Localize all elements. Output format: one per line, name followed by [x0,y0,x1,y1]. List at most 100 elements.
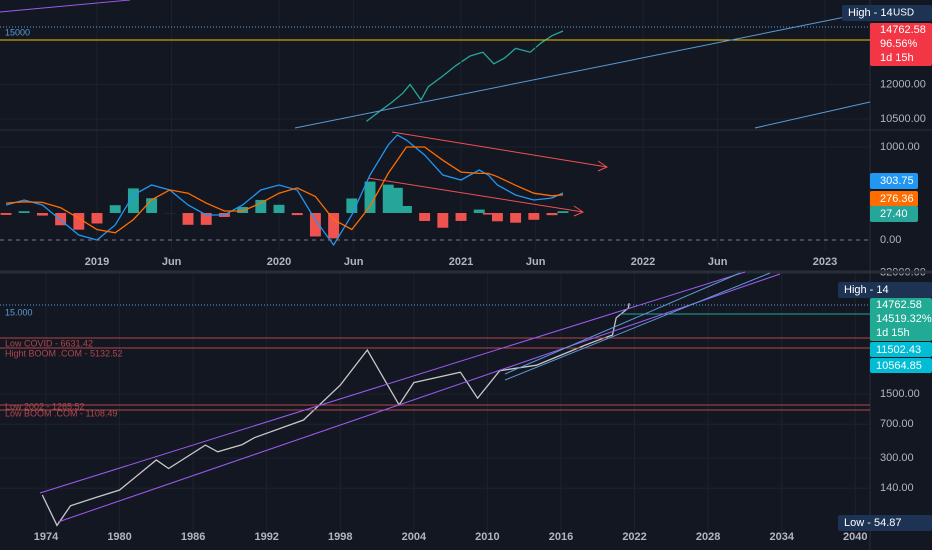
level-label: Low BOOM .COM - 1108.49 [5,408,117,418]
x-tick-label: Jun [708,256,728,268]
price-tags: High - 14 USD 14762.58 96.56% 1d 15h 303… [838,5,932,531]
x-tick-label: 2022 [631,256,655,268]
high-tag: High - 14 [844,284,889,296]
level-label: 15000 [5,27,30,37]
histogram-bar [291,212,303,216]
timer-tag: 1d 15h [876,327,910,339]
histogram-bar [400,205,412,213]
histogram-bar [18,211,30,213]
tag-box [870,342,932,357]
timer-tag: 1d 15h [880,52,914,64]
histogram-bar [510,212,522,223]
histogram-bar [546,212,558,216]
high-tag: High - 14 [848,7,893,19]
arrow-head [573,205,585,217]
histogram-bar [0,212,12,215]
histogram-bar [127,188,139,213]
trend-arrow [391,131,608,168]
x-tick-label: 2020 [267,256,291,268]
tag-box [870,206,918,222]
histogram-bar [419,212,431,221]
histogram-bar [309,212,321,237]
x-tick-label: 2010 [475,531,499,543]
x-tick-label: 1980 [107,531,131,543]
histogram-bar [273,204,285,213]
price-line [366,30,564,122]
histogram-bar [455,212,467,221]
tag-box [870,298,932,341]
price-line [5,134,564,247]
histogram-bar [237,206,249,213]
histogram-bar [364,181,376,213]
signal-tag: 276.36 [880,193,914,205]
histogram-bar [91,212,103,224]
x-tick-label: 1992 [254,531,278,543]
x-tick-label: 2016 [549,531,573,543]
low-tag: Low - 54.87 [844,517,901,529]
histogram-bar [36,212,48,216]
y-tick-label: 10500.00 [880,113,926,125]
y-tick-label: 12000.00 [880,78,926,90]
x-tick-label: 1998 [328,531,352,543]
tag-box [870,23,932,66]
y-tick-label: 0.00 [880,234,901,246]
histogram-bar [346,198,358,213]
histogram-bar [146,198,158,213]
y-tick-label: 140.00 [880,482,914,494]
x-tick-label: 2019 [85,256,109,268]
level-label: Low 2002 - 1265.52 [5,401,85,411]
x-tick-label: 2028 [696,531,720,543]
histogram-bar [557,211,569,213]
histogram-bar [437,212,449,228]
level-label: 15.000 [5,307,33,317]
histogram-bar [328,212,340,239]
channel-line [504,272,741,375]
histogram-bar [200,212,212,225]
tag-box [870,191,918,207]
histogram-bar [73,212,85,230]
histogram-bar [382,184,394,213]
histogram-bar [391,187,403,213]
change-tag: 14519.32% [876,313,932,325]
tag-box [870,358,932,373]
level-tag: 11502.43 [876,344,921,356]
histogram-bar [55,212,67,226]
histogram-tag: 27.40 [880,208,908,220]
x-tick-label: 1986 [181,531,205,543]
tag-box [870,173,918,189]
macd-tag: 303.75 [880,175,914,187]
x-tick-label: Jun [162,256,182,268]
tag-box [838,282,932,298]
x-tick-label: 2021 [449,256,473,268]
x-tick-label: Jun [526,256,546,268]
x-tick-label: 2034 [769,531,794,543]
x-tick-label: 1974 [34,531,59,543]
histogram-bar [109,205,121,213]
x-tick-label: 2023 [813,256,837,268]
level-label: Low COVID - 6631.42 [5,338,93,348]
y-tick-label: 1000.00 [880,141,920,153]
level-tag: 10564.85 [876,360,922,372]
histogram-bar [528,212,540,220]
tag-box [842,5,932,21]
tag-box [838,515,932,531]
channel-line [57,273,781,523]
histogram-bar [182,212,194,225]
trend-line [0,0,131,13]
price-tag: 14762.58 [880,24,926,36]
y-tick-label: 1500.00 [880,388,920,400]
x-tick-label: Jun [344,256,364,268]
histogram-bar [473,209,485,213]
histogram-bar [482,212,494,215]
y-tick-label: 300.00 [880,452,914,464]
currency: USD [893,8,914,19]
arrow-head [597,160,609,172]
level-label: Hight BOOM .COM - 5132.52 [5,348,123,358]
histogram-bar [255,199,267,213]
channel-line [504,272,771,381]
x-tick-label: 2004 [402,531,427,543]
x-tick-label: 2040 [843,531,867,543]
change-tag: 96.56% [880,38,918,50]
